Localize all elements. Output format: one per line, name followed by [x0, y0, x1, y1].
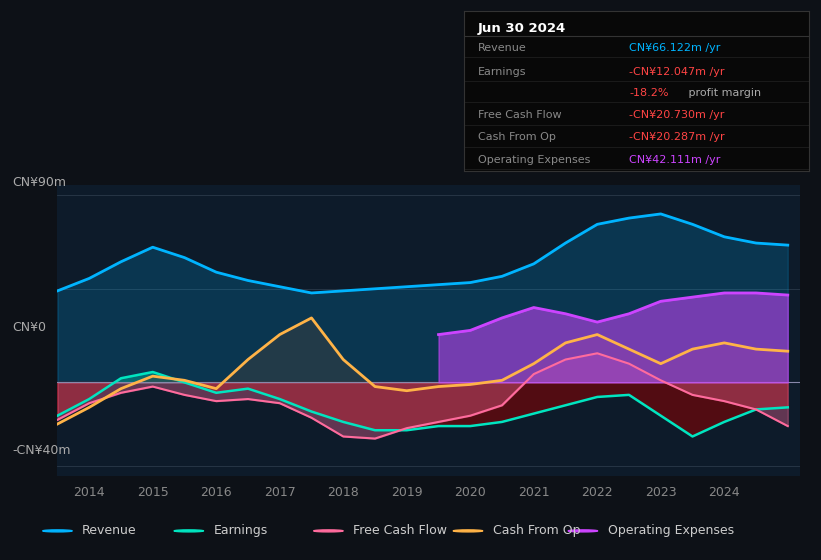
Text: Operating Expenses: Operating Expenses	[608, 524, 734, 538]
Text: Cash From Op: Cash From Op	[478, 133, 556, 142]
Text: -CN¥12.047m /yr: -CN¥12.047m /yr	[630, 67, 725, 77]
Text: Free Cash Flow: Free Cash Flow	[353, 524, 447, 538]
Text: profit margin: profit margin	[686, 88, 761, 98]
Text: CN¥66.122m /yr: CN¥66.122m /yr	[630, 43, 721, 53]
Text: CN¥90m: CN¥90m	[12, 175, 67, 189]
Text: Revenue: Revenue	[478, 43, 526, 53]
Circle shape	[43, 530, 72, 532]
Circle shape	[568, 530, 598, 532]
Text: Jun 30 2024: Jun 30 2024	[478, 22, 566, 35]
Text: -18.2%: -18.2%	[630, 88, 669, 98]
Text: Free Cash Flow: Free Cash Flow	[478, 110, 562, 120]
Text: Operating Expenses: Operating Expenses	[478, 155, 590, 165]
Text: CN¥0: CN¥0	[12, 321, 46, 334]
Circle shape	[174, 530, 204, 532]
Text: -CN¥20.287m /yr: -CN¥20.287m /yr	[630, 133, 725, 142]
Circle shape	[453, 530, 483, 532]
Text: -CN¥20.730m /yr: -CN¥20.730m /yr	[630, 110, 725, 120]
Text: Earnings: Earnings	[478, 67, 526, 77]
Circle shape	[314, 530, 343, 532]
Text: CN¥42.111m /yr: CN¥42.111m /yr	[630, 155, 721, 165]
Text: -CN¥40m: -CN¥40m	[12, 444, 71, 458]
Text: Revenue: Revenue	[82, 524, 137, 538]
Text: Earnings: Earnings	[213, 524, 268, 538]
Text: Cash From Op: Cash From Op	[493, 524, 580, 538]
